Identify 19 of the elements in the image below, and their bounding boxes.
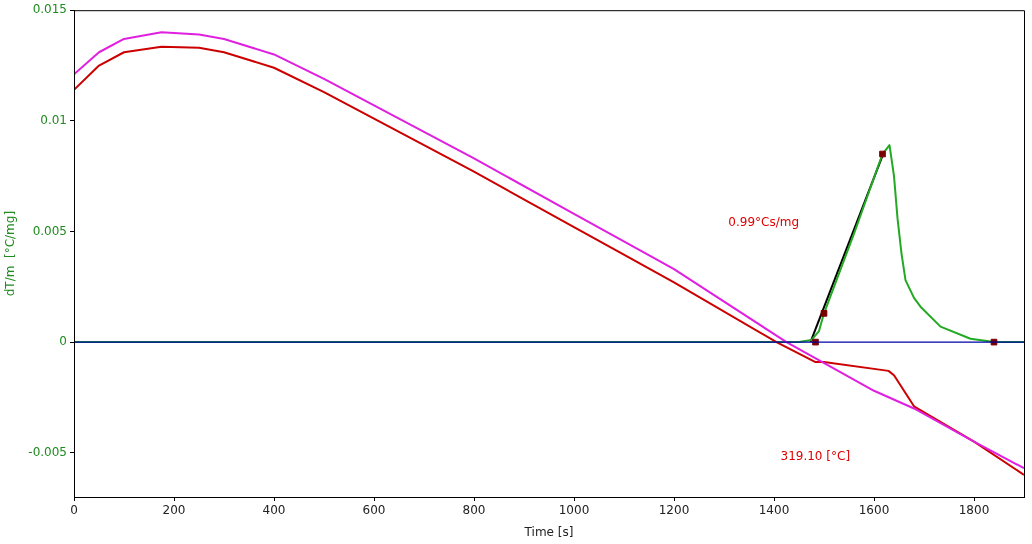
y-tick-label: -0.005 [28, 444, 67, 459]
x-tick-label: 600 [362, 503, 386, 518]
x-tick-label: 1000 [558, 503, 590, 518]
annotation: 319.10 [°C] [780, 449, 851, 464]
x-tick-label: 1800 [958, 503, 990, 518]
annotation: 0.99°Cs/mg [728, 215, 800, 230]
y-tick-label: 0.01 [40, 112, 67, 127]
y-tick-label: 0.015 [32, 2, 67, 17]
x-tick-label: 200 [162, 503, 186, 518]
x-tick-label: 1400 [758, 503, 790, 518]
y-axis-title: dT/m [°C/mg] [3, 210, 18, 297]
x-tick-label: 1200 [658, 503, 690, 518]
x-tick-label: 0 [70, 503, 78, 518]
x-tick-label: 1600 [858, 503, 890, 518]
y-tick-label: 0 [59, 334, 67, 349]
y-tick-label: 0.005 [32, 223, 67, 238]
x-tick-label: 400 [262, 503, 286, 518]
x-axis-title: Time [s] [523, 524, 574, 539]
x-tick-label: 800 [462, 503, 486, 518]
